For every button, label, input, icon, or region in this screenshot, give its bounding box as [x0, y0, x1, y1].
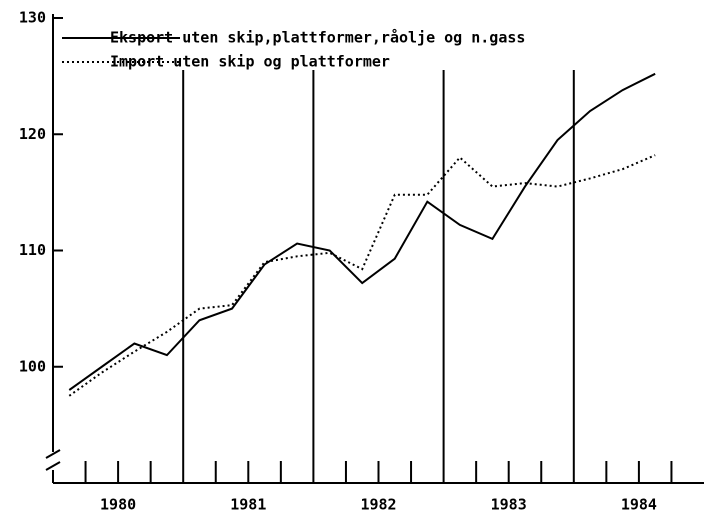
series-line	[68, 72, 656, 391]
y-tick-label: 120	[19, 125, 46, 143]
y-tick-label: 130	[19, 9, 46, 27]
legend-label: Eksport uten skip,plattformer,råolje og …	[110, 29, 525, 47]
legend-label: Import uten skip og plattformer	[110, 53, 390, 71]
x-tick-label: 1982	[360, 496, 396, 514]
series-line	[68, 154, 656, 397]
axis-break	[45, 449, 61, 459]
x-tick-label: 1983	[491, 496, 527, 514]
x-tick-label: 1981	[230, 496, 266, 514]
axis-break	[45, 461, 61, 471]
x-tick-label: 1980	[100, 496, 136, 514]
y-tick-label: 110	[19, 241, 46, 259]
y-tick-label: 100	[19, 357, 46, 375]
x-tick-label: 1984	[621, 496, 657, 514]
